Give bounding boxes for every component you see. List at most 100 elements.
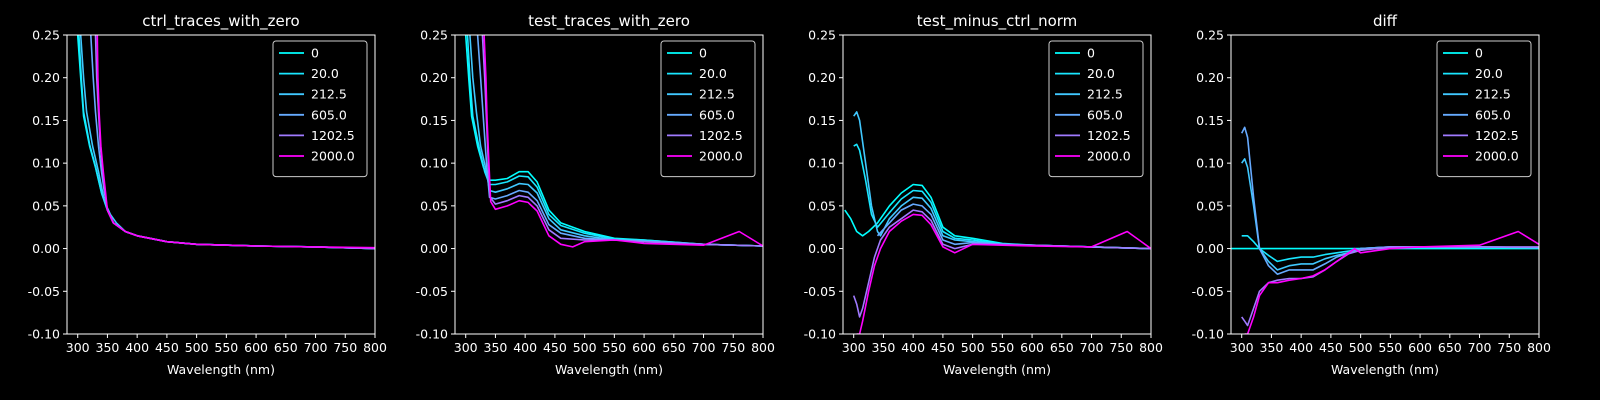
legend-entry: 1202.5 xyxy=(1475,128,1519,143)
chart-title: diff xyxy=(1373,12,1398,30)
x-tick-label: 300 xyxy=(66,340,90,355)
y-tick-label: 0.00 xyxy=(808,241,836,256)
y-tick-label: 0.05 xyxy=(420,198,448,213)
y-tick-label: -0.10 xyxy=(804,327,836,342)
series-line-4 xyxy=(852,209,1151,318)
x-tick-label: 500 xyxy=(573,340,597,355)
legend-entry: 605.0 xyxy=(699,107,735,122)
x-tick-label: 300 xyxy=(1230,340,1254,355)
legend-box xyxy=(1048,40,1144,178)
legend-box xyxy=(272,40,368,178)
legend-entry: 605.0 xyxy=(1475,107,1511,122)
chart-title: ctrl_traces_with_zero xyxy=(142,12,299,31)
y-tick-label: 0.10 xyxy=(420,156,448,171)
y-tick-label: 0.20 xyxy=(1196,70,1224,85)
x-tick-label: 300 xyxy=(454,340,478,355)
legend-box xyxy=(1436,40,1532,178)
legend-entry: 20.0 xyxy=(1475,66,1503,81)
axes-frame xyxy=(66,34,376,335)
subplot-3: 300 350 400 450 500 550 600 650 700 750 800 -0.10 -0… xyxy=(1192,12,1551,377)
legend-entry: 0 xyxy=(1475,46,1483,61)
y-tick-label: 0.25 xyxy=(420,28,448,43)
x-tick-label: 350 xyxy=(96,340,120,355)
x-tick-label: 750 xyxy=(721,340,745,355)
x-tick-label: 700 xyxy=(304,340,328,355)
y-tick-label: 0.25 xyxy=(32,28,60,43)
x-tick-label: 450 xyxy=(931,340,955,355)
x-tick-label: 700 xyxy=(692,340,716,355)
x-tick-label: 350 xyxy=(872,340,896,355)
legend-entry: 20.0 xyxy=(1087,66,1115,81)
y-tick-label: -0.10 xyxy=(28,327,60,342)
x-axis-label: Wavelength (nm) xyxy=(555,362,663,377)
y-tick-label: 0.20 xyxy=(32,70,60,85)
chart-title: test_minus_ctrl_norm xyxy=(917,12,1078,31)
y-tick-label: -0.05 xyxy=(416,284,448,299)
x-axis-label: Wavelength (nm) xyxy=(1331,362,1439,377)
x-tick-label: 800 xyxy=(751,340,775,355)
legend-entry: 605.0 xyxy=(311,107,347,122)
y-tick-label: 0.10 xyxy=(808,156,836,171)
x-tick-label: 450 xyxy=(1319,340,1343,355)
subplot-2: 300 350 400 450 500 550 600 650 700 750 800 -0.10 -0… xyxy=(804,12,1163,377)
series-group xyxy=(464,35,763,248)
y-tick-label: 0.00 xyxy=(420,241,448,256)
legend: 0 20.0 212.5 605.0 1202.5 2000.0 xyxy=(1436,40,1532,178)
x-axis-label: Wavelength (nm) xyxy=(943,362,1051,377)
legend: 0 20.0 212.5 605.0 1202.5 2000.0 xyxy=(272,40,368,178)
legend-entry: 212.5 xyxy=(1475,87,1511,102)
legend-entry: 1202.5 xyxy=(1087,128,1131,143)
y-tick-label: 0.25 xyxy=(1196,28,1224,43)
y-tick-label: 0.25 xyxy=(808,28,836,43)
legend-entry: 20.0 xyxy=(699,66,727,81)
y-tick-label: -0.05 xyxy=(804,284,836,299)
x-tick-label: 400 xyxy=(513,340,537,355)
x-tick-label: 800 xyxy=(1527,340,1551,355)
legend-entry: 0 xyxy=(1087,46,1095,61)
chart-title: test_traces_with_zero xyxy=(528,12,690,31)
y-tick-label: 0.00 xyxy=(1196,241,1224,256)
y-tick-label: 0.10 xyxy=(1196,156,1224,171)
axes-frame xyxy=(454,34,764,335)
y-tick-label: 0.10 xyxy=(32,156,60,171)
x-tick-label: 350 xyxy=(1260,340,1284,355)
x-tick-label: 600 xyxy=(632,340,656,355)
x-tick-label: 550 xyxy=(602,340,626,355)
x-tick-label: 400 xyxy=(901,340,925,355)
legend-entry: 0 xyxy=(699,46,707,61)
x-tick-label: 550 xyxy=(1378,340,1402,355)
x-tick-label: 700 xyxy=(1468,340,1492,355)
legend-entry: 212.5 xyxy=(1087,87,1123,102)
x-tick-label: 600 xyxy=(1408,340,1432,355)
y-tick-label: 0.15 xyxy=(420,113,448,128)
series-line-5 xyxy=(96,35,375,249)
series-line-5 xyxy=(1244,230,1539,334)
x-tick-label: 750 xyxy=(333,340,357,355)
subplot-0: 300 350 400 450 500 550 600 650 700 750 800 -0.10 -0… xyxy=(28,12,387,377)
legend-entry: 1202.5 xyxy=(699,128,743,143)
series-line-5 xyxy=(856,213,1151,334)
x-tick-label: 700 xyxy=(1080,340,1104,355)
x-tick-label: 650 xyxy=(1050,340,1074,355)
axes-frame xyxy=(1230,34,1540,335)
y-tick-label: -0.05 xyxy=(28,284,60,299)
x-tick-label: 450 xyxy=(543,340,567,355)
x-tick-label: 350 xyxy=(484,340,508,355)
legend-entry: 1202.5 xyxy=(311,128,355,143)
legend: 0 20.0 212.5 605.0 1202.5 2000.0 xyxy=(660,40,756,178)
x-tick-label: 500 xyxy=(1349,340,1373,355)
x-tick-label: 500 xyxy=(185,340,209,355)
x-tick-label: 650 xyxy=(1438,340,1462,355)
y-tick-label: 0.20 xyxy=(420,70,448,85)
x-tick-label: 550 xyxy=(214,340,238,355)
legend-entry: 605.0 xyxy=(1087,107,1123,122)
legend-box xyxy=(660,40,756,178)
x-tick-label: 500 xyxy=(961,340,985,355)
x-tick-label: 800 xyxy=(1139,340,1163,355)
legend-entry: 20.0 xyxy=(311,66,339,81)
legend-entry: 212.5 xyxy=(699,87,735,102)
y-tick-label: 0.00 xyxy=(32,241,60,256)
x-tick-label: 550 xyxy=(990,340,1014,355)
y-tick-label: -0.05 xyxy=(1192,284,1224,299)
